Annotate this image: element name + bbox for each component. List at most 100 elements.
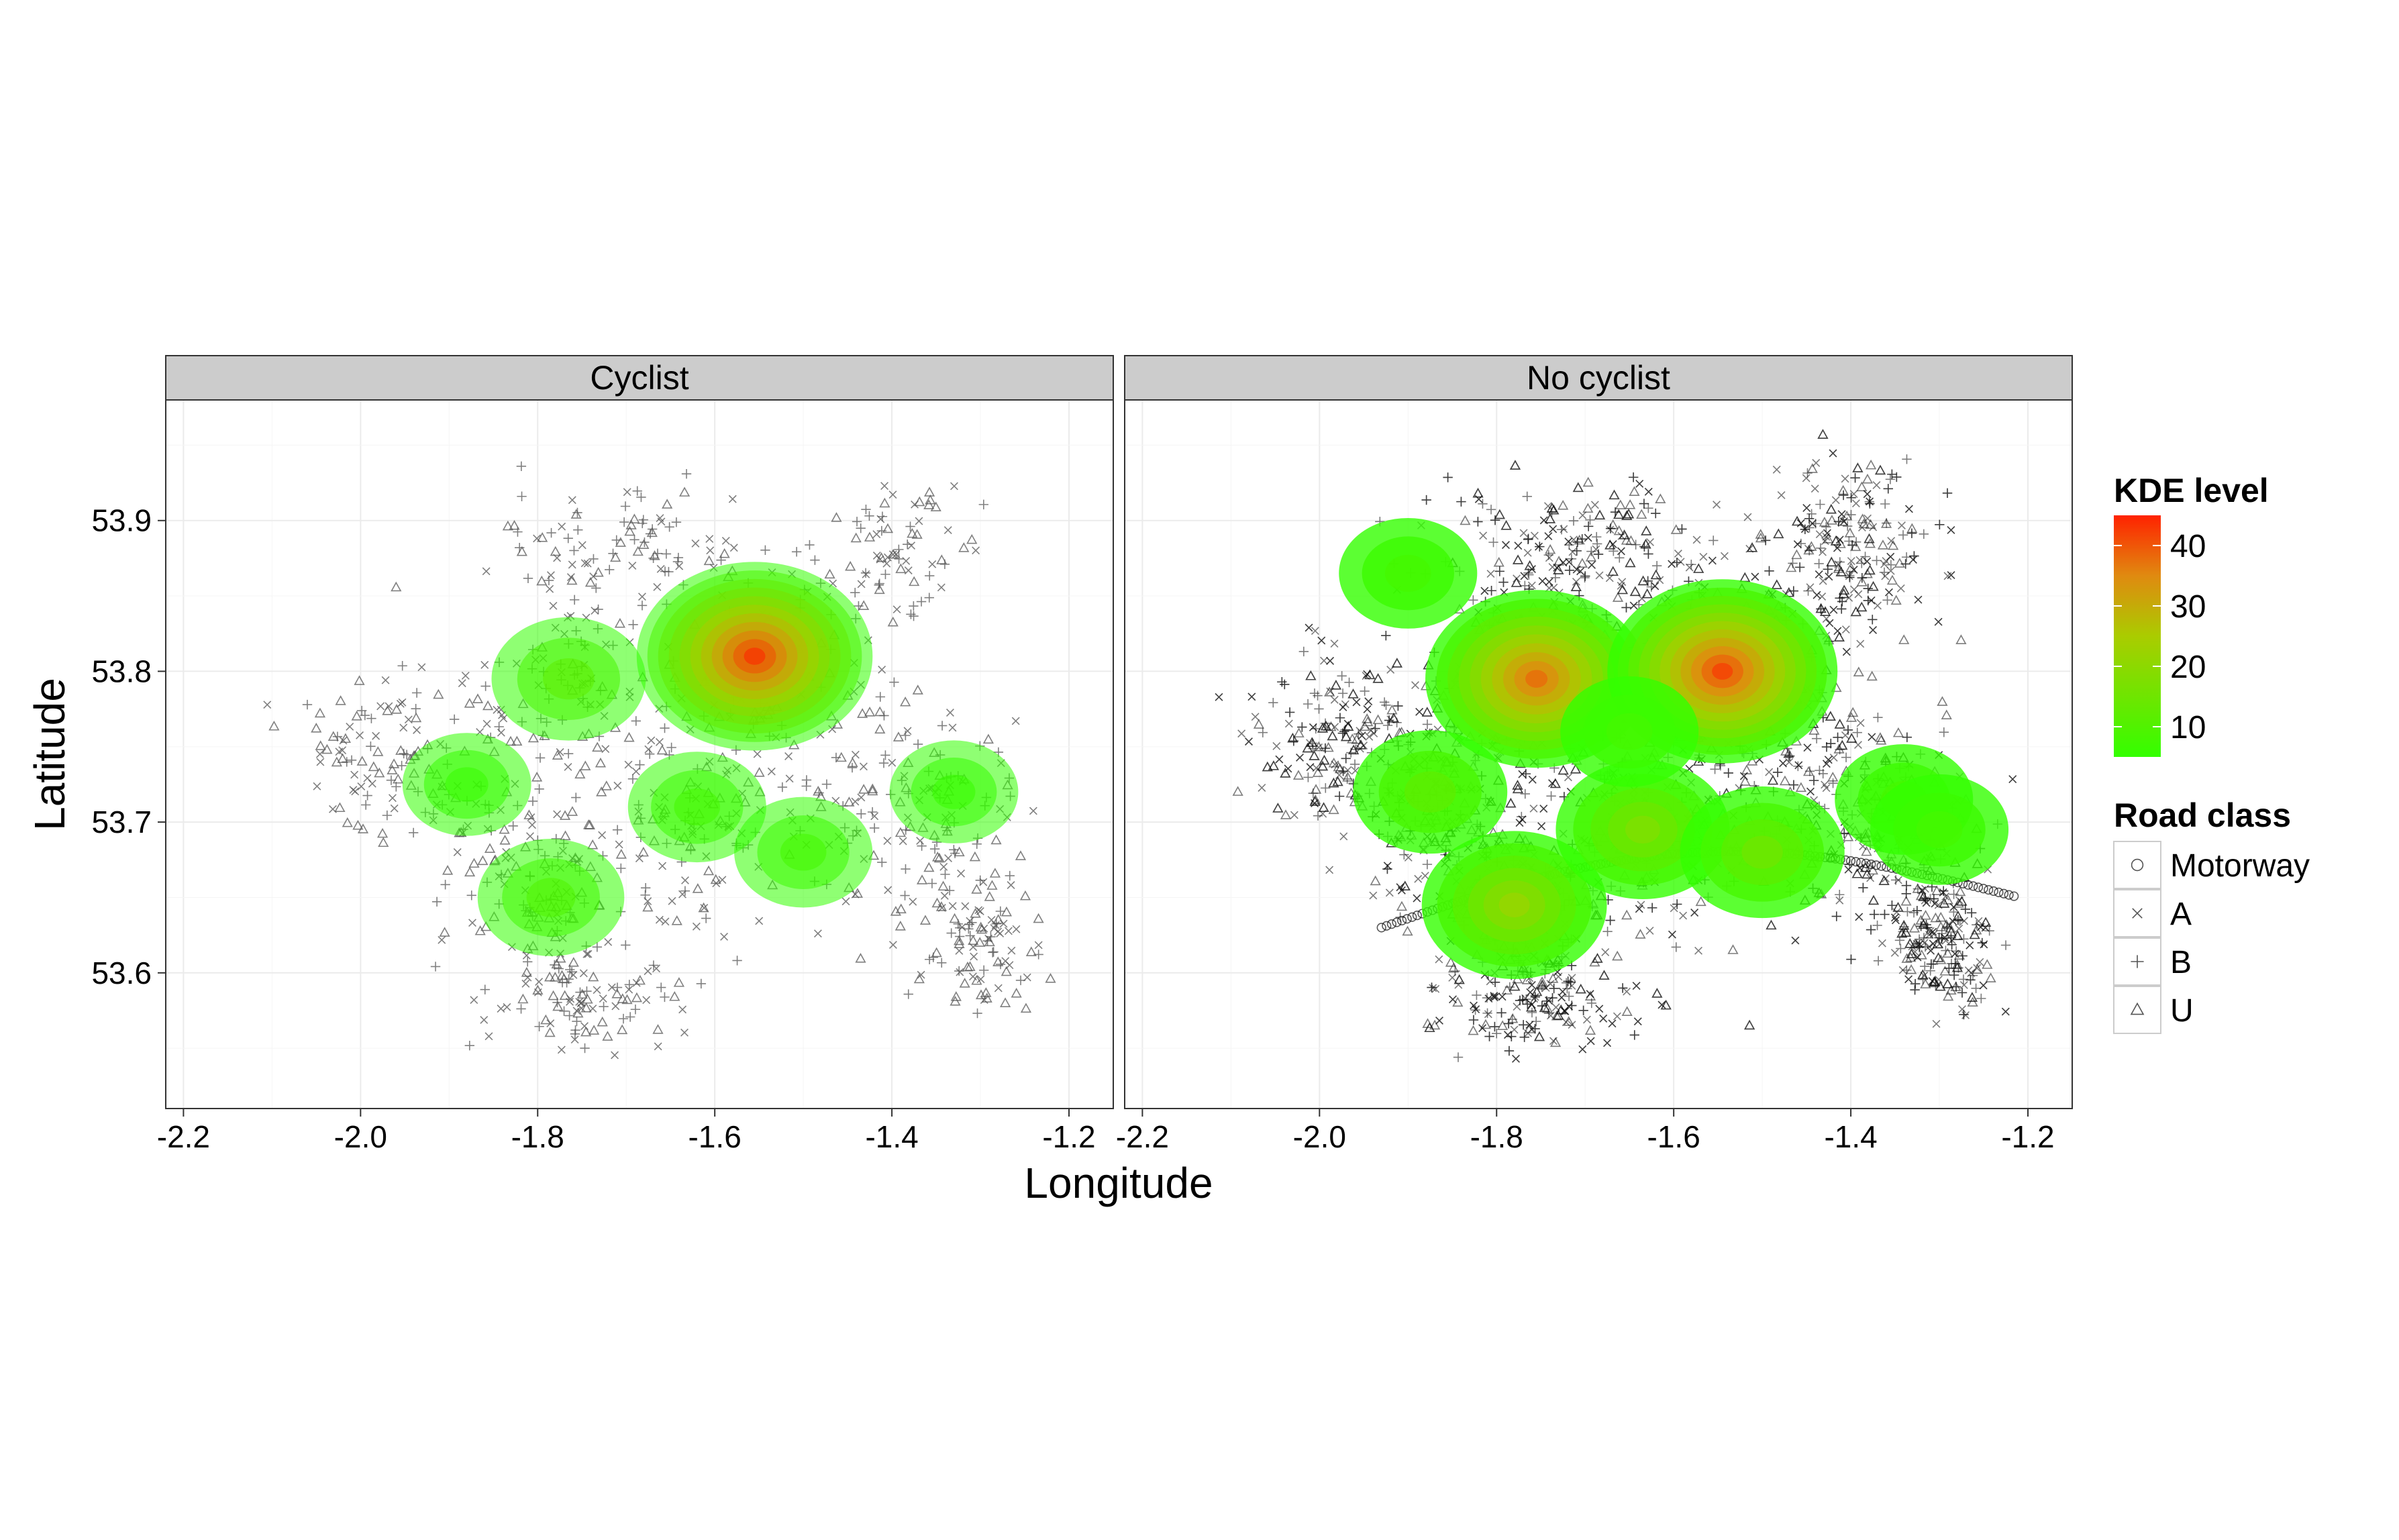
point-a bbox=[611, 1051, 619, 1060]
point-b bbox=[1337, 671, 1347, 681]
point-u bbox=[1598, 970, 1610, 980]
y-axis-title: Latitude bbox=[25, 678, 74, 831]
point-a bbox=[1806, 787, 1815, 796]
point-a bbox=[1898, 521, 1906, 530]
point-b bbox=[876, 525, 887, 536]
point-b bbox=[1268, 698, 1278, 708]
point-b bbox=[894, 554, 904, 564]
point-a bbox=[911, 500, 919, 509]
point-a bbox=[376, 702, 385, 711]
x-tick-label: -2.2 bbox=[1116, 1119, 1169, 1154]
point-u bbox=[1929, 976, 1940, 986]
point-a bbox=[1539, 516, 1548, 525]
point-b bbox=[661, 549, 672, 559]
point-u bbox=[601, 780, 612, 790]
point-b bbox=[625, 1012, 635, 1022]
point-b bbox=[612, 982, 623, 992]
point-b bbox=[1468, 1015, 1479, 1025]
point-b bbox=[546, 527, 556, 538]
point-b bbox=[666, 742, 676, 753]
point-b bbox=[988, 947, 998, 958]
point-a bbox=[461, 671, 470, 680]
point-a bbox=[1486, 977, 1494, 986]
point-a bbox=[876, 515, 885, 523]
point-u bbox=[1864, 537, 1876, 548]
point-a bbox=[631, 767, 640, 776]
point-b bbox=[821, 779, 832, 789]
y-tick-label: 53.6 bbox=[91, 956, 152, 990]
point-a bbox=[1825, 619, 1834, 627]
point-a bbox=[468, 919, 476, 927]
point-a bbox=[1421, 872, 1429, 880]
point-u bbox=[1867, 864, 1879, 875]
point-a bbox=[1824, 756, 1833, 764]
point-b bbox=[1399, 850, 1409, 860]
point-u bbox=[1766, 919, 1777, 930]
point-b bbox=[1828, 778, 1838, 788]
point-a bbox=[566, 994, 575, 1003]
point-b bbox=[847, 762, 858, 773]
point-b bbox=[1639, 542, 1649, 552]
point-u bbox=[858, 784, 870, 794]
point-a bbox=[1527, 981, 1536, 989]
point-b bbox=[1370, 723, 1380, 733]
point-a bbox=[1537, 822, 1546, 831]
point-b bbox=[1857, 572, 1868, 583]
point-u bbox=[1917, 969, 1929, 980]
point-u bbox=[1906, 948, 1917, 959]
point-u bbox=[1837, 739, 1848, 750]
point-a bbox=[1927, 946, 1935, 955]
point-a bbox=[1808, 519, 1817, 528]
point-b bbox=[1583, 521, 1594, 531]
point-b bbox=[929, 844, 940, 854]
point-b bbox=[874, 580, 884, 590]
point-b bbox=[1522, 491, 1532, 501]
point-u bbox=[1861, 473, 1874, 484]
point-u bbox=[1892, 727, 1904, 737]
point-a bbox=[1554, 972, 1563, 981]
point-u bbox=[1866, 670, 1878, 681]
point-a bbox=[546, 1019, 555, 1028]
point-u bbox=[1453, 974, 1465, 984]
point-b bbox=[1393, 701, 1403, 711]
point-b bbox=[563, 533, 573, 544]
point-a bbox=[1886, 552, 1895, 561]
point-u bbox=[624, 525, 635, 536]
point-u bbox=[1493, 556, 1504, 567]
point-a bbox=[1004, 927, 1013, 935]
point-b bbox=[1865, 499, 1875, 509]
point-a bbox=[533, 534, 542, 543]
point-a bbox=[1802, 504, 1811, 512]
point-a bbox=[1966, 941, 1974, 949]
point-u bbox=[1388, 713, 1400, 723]
road-legend-key bbox=[2113, 986, 2161, 1034]
point-b bbox=[1804, 546, 1815, 556]
point-a bbox=[1849, 566, 1858, 574]
legend-kde-title: KDE level bbox=[2114, 472, 2269, 509]
point-a bbox=[1479, 531, 1488, 540]
point-a bbox=[1829, 605, 1838, 614]
point-a bbox=[928, 560, 937, 568]
point-a bbox=[1435, 955, 1443, 964]
point-b bbox=[569, 546, 579, 556]
point-a bbox=[705, 535, 714, 544]
point-b bbox=[1708, 535, 1719, 546]
point-a bbox=[316, 758, 325, 766]
point-b bbox=[571, 792, 581, 803]
point-u bbox=[1343, 721, 1354, 731]
point-b bbox=[1845, 572, 1855, 582]
point-b bbox=[1546, 791, 1556, 801]
point-u bbox=[874, 723, 886, 734]
point-motorway bbox=[1382, 921, 1392, 931]
point-b bbox=[342, 757, 352, 767]
point-a bbox=[718, 876, 727, 884]
point-a bbox=[1868, 733, 1876, 741]
point-u bbox=[1512, 780, 1523, 790]
point-b bbox=[612, 825, 623, 835]
point-b bbox=[570, 1025, 580, 1035]
point-a bbox=[767, 767, 776, 776]
point-b bbox=[563, 748, 574, 759]
point-u bbox=[1372, 714, 1384, 725]
point-u bbox=[1861, 845, 1872, 856]
point-u bbox=[550, 546, 561, 556]
